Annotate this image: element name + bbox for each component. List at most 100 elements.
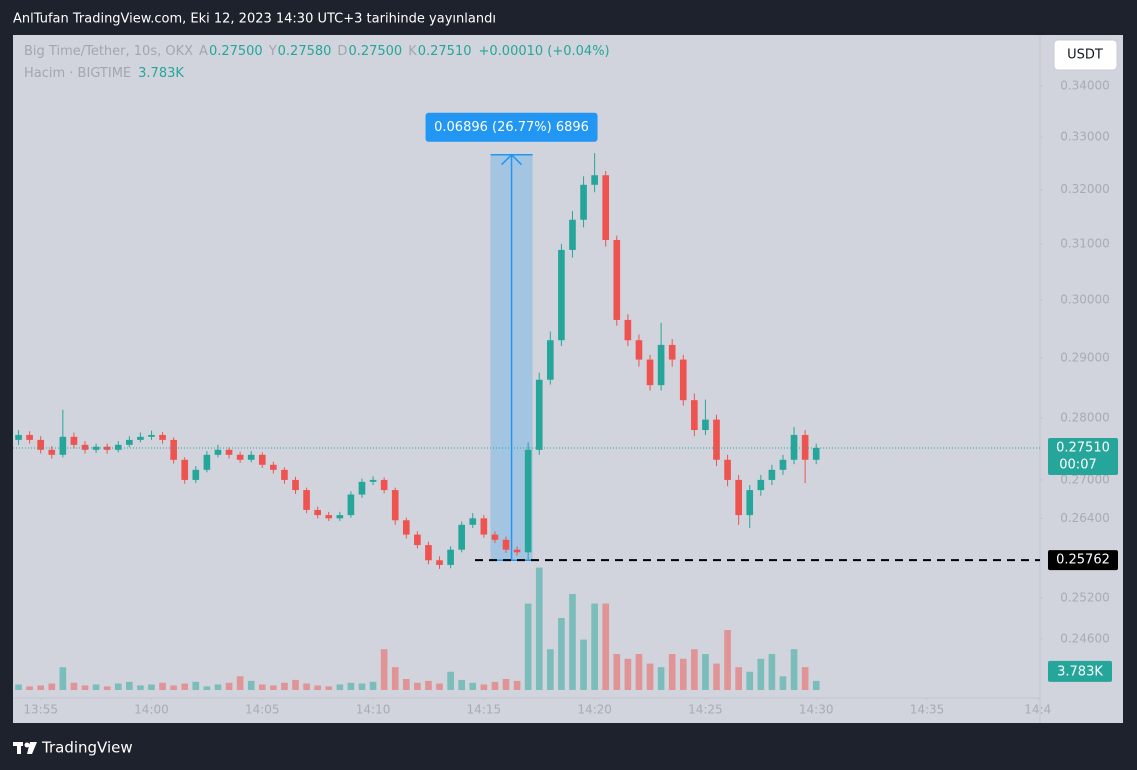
candle-body [724,459,731,480]
volume-bar [458,679,466,690]
volume-bar [746,671,754,690]
x-tick-label: 14:4 [1024,703,1051,717]
candle-body [436,560,443,565]
y-tick-label: 0.24600 [1060,632,1110,646]
volume-bar [59,667,67,690]
volume-bar [812,680,820,690]
volume-bar [414,682,421,690]
volume-bar [624,658,632,690]
volume-bar [369,681,377,690]
volume-bar [569,594,576,690]
candle-body [812,447,820,460]
volume-legend: Hacim · BIGTIME 3.783K [24,66,184,81]
countdown: 00:07 [1059,457,1096,472]
volume-bar [801,667,809,690]
ohlc-item: Y0.27580 [269,44,332,59]
candle-body [26,434,33,440]
volume-bar [159,682,166,690]
x-tick-label: 13:55 [23,703,58,717]
candle-body [214,449,222,455]
candle-body [391,490,399,521]
volume-bar [436,683,443,690]
candle-body [513,549,521,553]
candle-body [336,515,344,519]
volume-bar [558,618,565,690]
y-tick-label: 0.31000 [1060,236,1110,250]
volume-bar [92,684,100,690]
ohlc-item: D0.27500 [337,44,402,59]
volume-bar [635,654,643,690]
volume-bar [148,684,155,690]
volume-bar [48,683,56,690]
volume-bar [303,683,310,690]
candle-body [569,219,576,250]
volume-bar [247,680,255,690]
candle-body [735,479,742,516]
volume-bar [137,685,144,690]
y-tick-label: 0.28000 [1060,410,1110,424]
volume-bar [225,682,233,690]
ohlc-key: K [408,44,417,59]
x-tick-label: 14:35 [910,703,945,717]
volume-bar [657,667,665,690]
volume-bar [691,649,698,690]
candle-body [447,549,454,565]
volume-bar [724,630,731,690]
volume-bar [81,685,89,690]
ohlc-item: K0.27510 [408,44,471,59]
y-tick-label: 0.25200 [1060,590,1110,604]
candle-body [81,444,89,450]
volume-bar [480,684,488,690]
currency-label[interactable]: USDT [1067,48,1103,63]
candle-body [469,518,477,525]
x-tick-label: 14:25 [688,703,723,717]
candle-body [425,545,432,561]
candle-body [358,481,366,495]
publish-title: AnlTufan TradingView.com, Eki 12, 2023 1… [13,12,496,27]
price-change: +0.00010 (+0.04%) [478,44,610,59]
candle-body [148,434,155,437]
last-price-label: 0.27510 [1056,440,1110,455]
volume-bar [546,649,554,690]
volume-bar [103,686,111,690]
symbol-legend: Big Time/Tether, 10s, OKX A0.27500 Y0.275… [24,44,610,59]
volume-bar [591,603,598,690]
candle-body [126,439,133,445]
volume-bar [347,682,355,690]
volume-bar [15,684,22,690]
candle-body [192,469,200,480]
candle-body [713,419,720,460]
candle-body [70,436,78,445]
candle-body [37,439,45,450]
candle-body [480,518,488,535]
candle-body [491,534,499,540]
x-tick-label: 14:00 [134,703,169,717]
volume-bar [613,654,621,690]
volume-title: Hacim · BIGTIME [24,66,132,81]
candle-body [325,515,333,519]
ohlc-value: 0.27500 [208,44,263,59]
candle-body [247,454,255,460]
currency-button[interactable] [1053,39,1118,71]
candle-body [137,436,144,440]
y-tick-label: 0.26400 [1060,511,1110,525]
volume-bar [358,683,366,690]
x-tick-label: 14:20 [577,703,612,717]
y-tick-label: 0.30000 [1060,292,1110,306]
volume-bar [668,654,676,690]
volume-bar [402,678,410,690]
tv-logo [13,742,37,754]
ohlc-key: D [337,44,348,59]
candle-body [258,454,266,465]
candle-body [314,509,321,516]
candle-body [114,444,122,450]
candle-body [15,434,22,440]
volume-bar [214,684,222,690]
candle-body [746,490,754,516]
candle-body [236,454,244,460]
volume-bar [535,567,543,690]
candle-body [402,520,410,535]
candle-body [613,239,621,320]
brand-name: TradingView [41,739,133,757]
